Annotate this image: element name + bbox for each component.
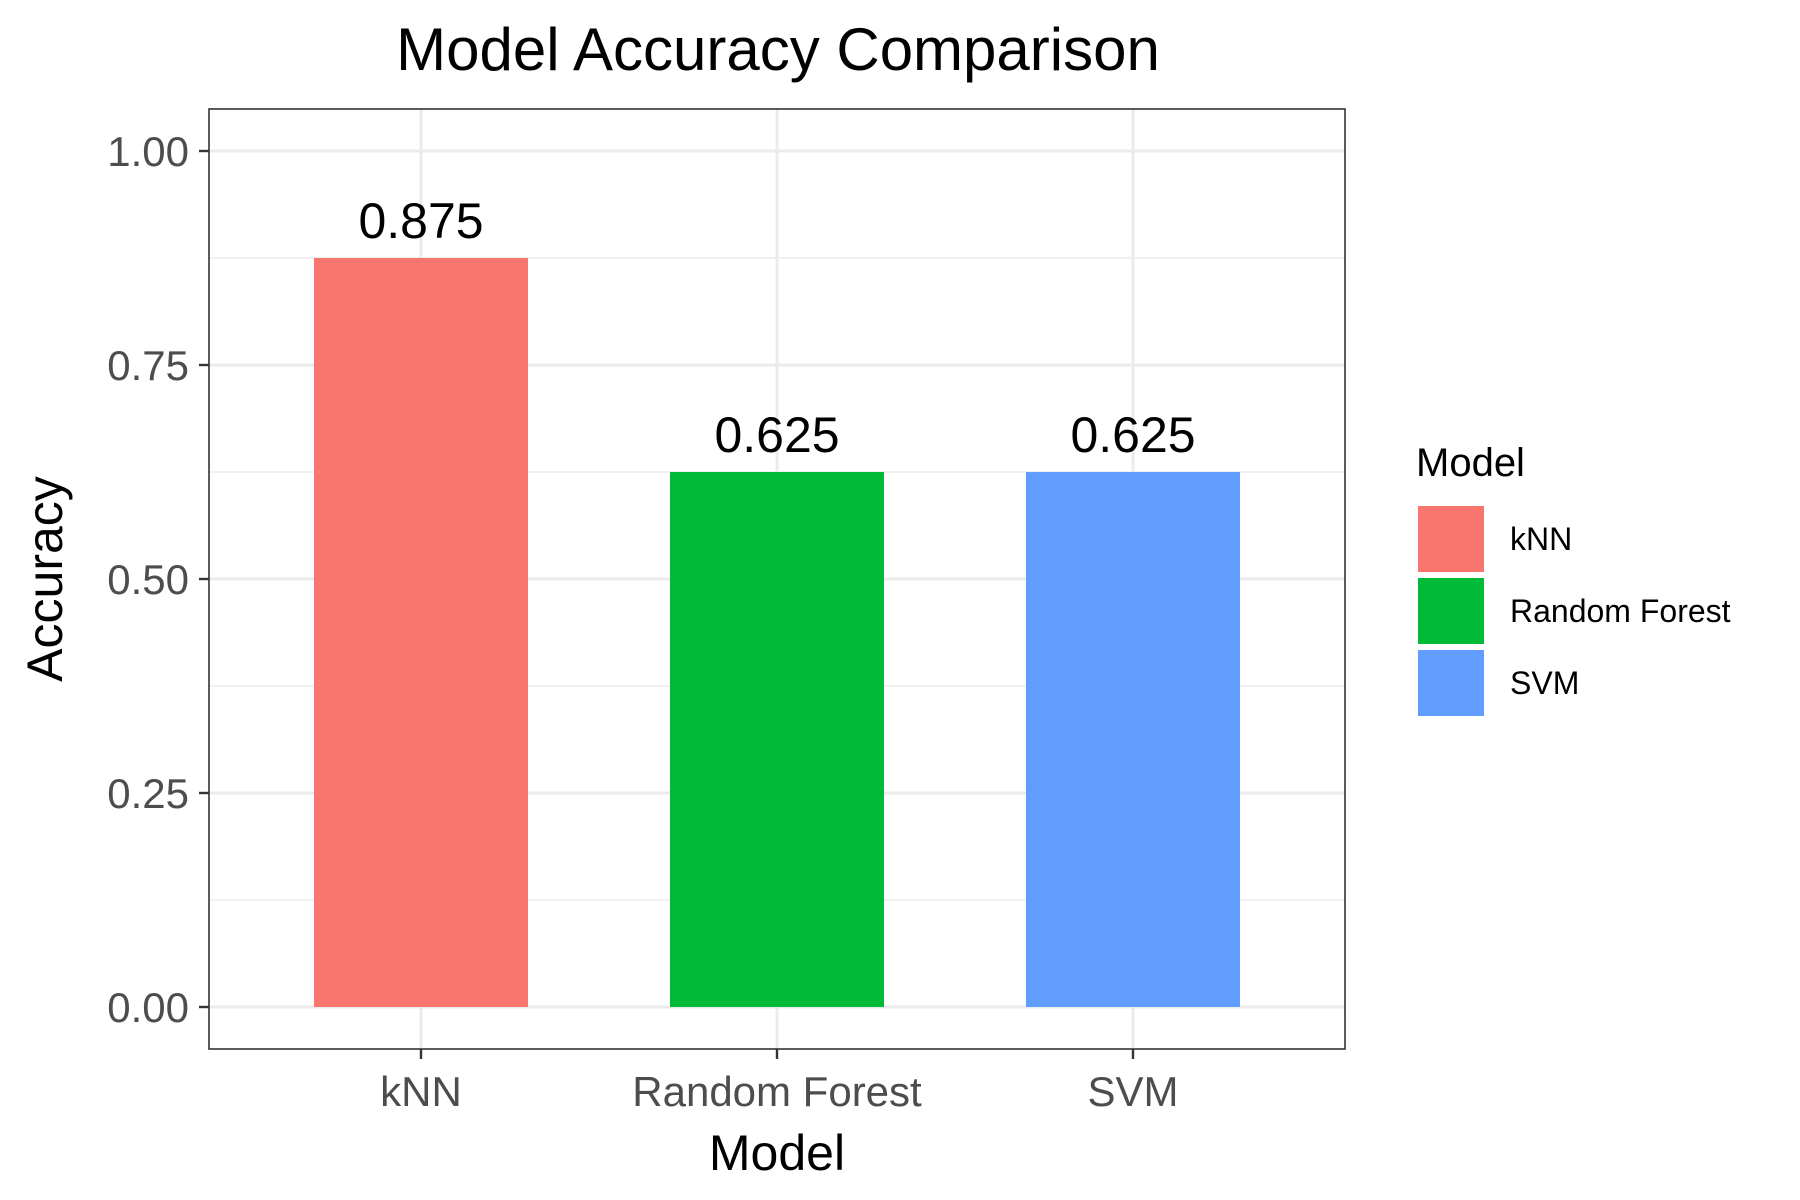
x-axis: kNN Random Forest SVM [380,1049,1179,1115]
bar-value-label: 0.625 [714,407,839,463]
y-tick-label: 0.00 [107,984,189,1031]
y-tick-label: 0.50 [107,556,189,603]
legend-key-svm [1418,650,1484,716]
bar-svm [1026,472,1240,1007]
legend-label: kNN [1510,521,1572,557]
legend-label: SVM [1510,665,1579,701]
bar-knn [314,258,528,1007]
y-tick-label: 0.25 [107,770,189,817]
chart-title: Model Accuracy Comparison [396,16,1160,83]
y-axis: 0.00 0.25 0.50 0.75 1.00 [107,128,209,1031]
x-tick-label: kNN [380,1068,462,1115]
bar-value-label: 0.625 [1070,407,1195,463]
legend-key-knn [1418,506,1484,572]
bar-value-label: 0.875 [358,193,483,249]
y-tick-label: 1.00 [107,128,189,175]
y-axis-title: Accuracy [17,476,73,682]
y-tick-label: 0.75 [107,342,189,389]
legend-key-random-forest [1418,578,1484,644]
bar-random-forest [670,472,884,1007]
x-axis-title: Model [709,1125,845,1181]
x-tick-label: SVM [1087,1068,1178,1115]
bars-group [314,258,1240,1007]
bar-value-labels: 0.875 0.625 0.625 [358,193,1195,463]
legend-title: Model [1416,441,1525,485]
x-tick-label: Random Forest [632,1068,922,1115]
legend: Model kNN Random Forest SVM [1416,441,1731,716]
legend-label: Random Forest [1510,593,1731,629]
